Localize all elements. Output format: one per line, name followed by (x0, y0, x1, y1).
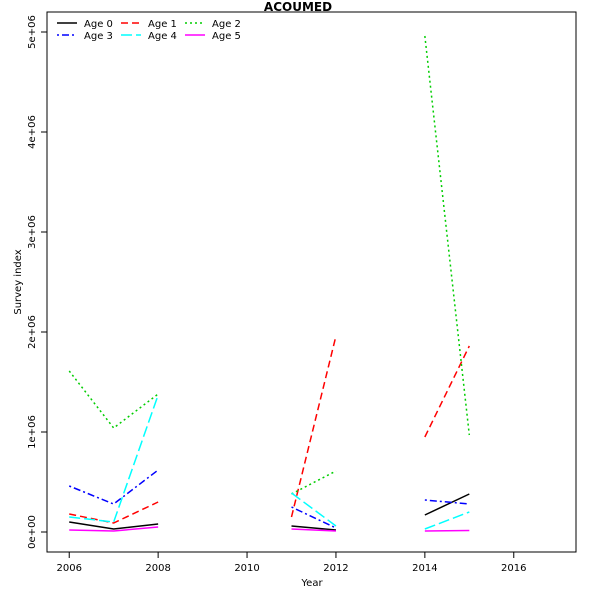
y-tick-label: 1e+06 (27, 415, 38, 449)
x-tick-label: 2012 (323, 563, 348, 574)
x-tick-label: 2006 (57, 563, 82, 574)
legend-label-age-3: Age 3 (84, 31, 113, 42)
x-tick-label: 2016 (501, 563, 526, 574)
y-tick-label: 2e+06 (27, 315, 38, 349)
series-line-age-0 (424, 493, 470, 516)
series-line-age-5 (291, 528, 336, 532)
series-line-age-4 (291, 492, 337, 527)
series-line-age-1 (424, 345, 470, 438)
legend: Age 0 Age 1 Age 2 Age 3 Age 4 Age 5 (57, 19, 241, 42)
series-line-age-0 (69, 521, 159, 530)
y-axis-label: Survey index (13, 249, 24, 314)
chart-title: ACOUMED (264, 0, 332, 14)
plot-area-frame (46, 11, 577, 553)
series-line-age-0 (291, 525, 337, 531)
y-tick-label: 4e+06 (27, 115, 38, 149)
legend-label-age-5: Age 5 (212, 31, 241, 42)
y-axis: 0e+00 1e+06 2e+06 3e+06 4e+06 5e+06 (27, 15, 47, 549)
y-tick-label: 5e+06 (27, 15, 38, 49)
x-axis-label: Year (300, 578, 323, 589)
y-tick-label: 0e+00 (27, 515, 38, 549)
series-layer (68, 35, 471, 532)
series-line-age-4 (424, 511, 470, 530)
series-line-age-5 (69, 526, 159, 532)
legend-label-age-0: Age 0 (84, 19, 113, 30)
series-line-age-2 (424, 35, 471, 436)
x-tick-label: 2010 (234, 563, 259, 574)
series-line-age-5 (424, 529, 470, 532)
series-line-age-3 (68, 469, 159, 505)
x-tick-label: 2014 (412, 563, 437, 574)
y-tick-label: 3e+06 (27, 215, 38, 249)
series-line-age-3 (291, 506, 337, 529)
series-line-age-1 (69, 501, 159, 524)
x-tick-label: 2008 (145, 563, 170, 574)
series-line-age-1 (290, 335, 337, 518)
series-line-age-2 (291, 470, 337, 495)
legend-label-age-1: Age 1 (148, 19, 177, 30)
legend-label-age-2: Age 2 (212, 19, 241, 30)
legend-label-age-4: Age 4 (148, 31, 177, 42)
series-line-age-3 (424, 499, 470, 505)
x-axis: 2006 2008 2010 2012 2014 2016 (57, 552, 526, 574)
